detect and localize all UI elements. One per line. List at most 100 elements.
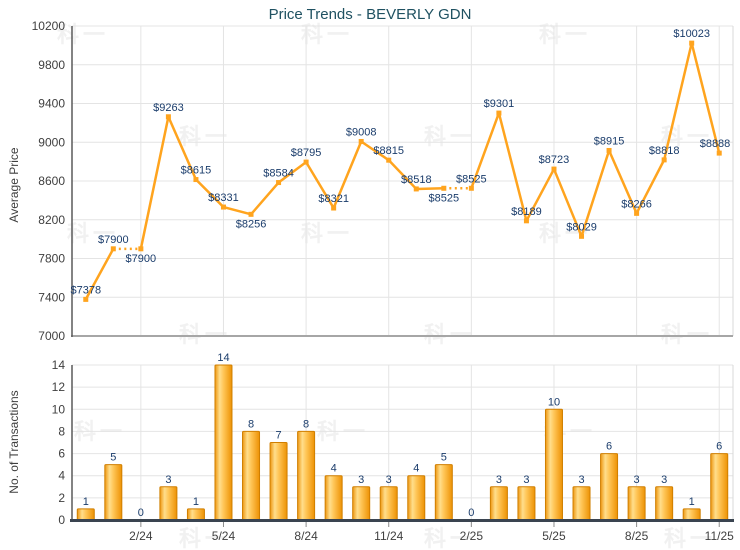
bar-value-label: 8 [248,418,254,430]
y-tick-label: 7000 [38,329,65,343]
transaction-bar [352,486,371,521]
price-line-chart: 7000 7400 7800 8200 8600 9000 9400 9800 10200 $73… [32,19,734,343]
bar-value-label: 8 [303,418,309,430]
price-point-label: $8525 [456,173,487,185]
data-point-marker [248,211,254,217]
bar-value-label: 4 [331,463,337,475]
transaction-bar [544,408,563,521]
price-point-label: $8189 [511,206,542,218]
bar-value-label: 0 [468,507,474,519]
price-line-segment [167,115,198,181]
price-line-segment [690,41,721,155]
watermark-text: 科一 [538,221,592,246]
transaction-bar [655,486,674,521]
x-tick-label: 11/25 [705,529,734,543]
x-tick-label: 5/25 [542,529,566,543]
transaction-bar [242,430,261,521]
x-tick-label: 5/24 [212,529,236,543]
y-tick-label: 12 [52,380,66,394]
y-tick-label: 8600 [38,174,65,188]
transaction-bar [434,464,453,521]
bar-value-label: 3 [165,474,171,486]
price-line-segment [525,167,556,223]
price-line-segment [607,149,638,215]
transaction-bar [104,464,123,521]
price-point-label: $8888 [700,138,731,150]
bar-value-label: 14 [217,352,229,364]
data-point-marker [386,157,392,163]
price-point-label: $8256 [236,218,267,230]
y-tick-label: 9800 [38,58,65,72]
x-tick-label: 8/25 [625,529,649,543]
transaction-bar [407,475,426,521]
price-line-segment [387,158,418,191]
price-line-segment [194,178,225,209]
price-line-segment [222,205,253,216]
price-line-segment [139,115,170,251]
price-point-label: $8029 [566,221,597,233]
price-point-label: $7900 [98,234,129,246]
bar-value-label: 5 [441,452,447,464]
data-point-marker [551,166,557,172]
data-point-marker [83,296,89,302]
y-tick-label: 8 [58,424,65,438]
transaction-bar [214,364,233,521]
bar-value-label: 3 [578,474,584,486]
price-point-label: $8815 [373,145,404,157]
bar-value-label: 1 [193,496,199,508]
bar-value-label: 4 [413,463,419,475]
data-point-marker [634,210,640,216]
y-tick-label: 9000 [38,135,65,149]
price-point-label: $8525 [429,192,460,204]
price-point-label: $8723 [539,154,570,166]
watermark-text: 科一 [178,124,232,149]
data-point-marker [193,177,199,183]
data-point-marker [165,114,171,120]
watermark-text: 科一 [423,526,477,550]
transaction-bar [379,486,398,521]
price-line-segment [415,187,446,191]
transaction-bar [682,508,701,521]
transactions-bar-chart: 0 2 4 6 8 10 12 14 1 5 0 3 1 14 8 7 8 4 3 3 4 5 0 3 3 10 3 6 3 3 1 6 2/2… [52,352,734,543]
data-point-marker [661,157,667,163]
bar-value-label: 5 [110,452,116,464]
transaction-bar [186,508,205,521]
transaction-bar [297,430,316,521]
data-point-marker [276,180,282,186]
price-line-segment [359,140,390,162]
y-tick-label: 7800 [38,252,65,266]
bar-value-label: 6 [606,441,612,453]
data-point-marker [579,233,585,239]
price-point-label: $8321 [318,193,349,205]
transaction-bar [627,486,646,521]
price-line-segment [580,149,611,238]
y-tick-label: 2 [58,491,65,505]
bar-value-label: 3 [634,474,640,486]
data-point-marker [358,138,364,144]
price-point-label: $7900 [126,253,157,265]
price-line-segment [635,158,666,215]
data-point-marker [441,185,447,191]
watermark-text: 科一 [178,526,232,550]
chart-title: Price Trends - BEVERLY GDN [268,6,472,23]
x-tick-label: 11/24 [374,529,403,543]
price-line-segment [497,111,528,223]
transaction-bar [489,486,508,521]
x-tick-label: 2/25 [460,529,484,543]
price-point-label: $8818 [649,145,680,157]
data-point-marker [496,110,502,116]
price-point-label: $8915 [594,135,625,147]
y-tick-label: 10200 [32,19,66,33]
bar-value-label: 7 [276,430,282,442]
bar-value-label: 3 [496,474,502,486]
price-point-label: $8795 [291,147,322,159]
y-tick-label: 7400 [38,290,65,304]
data-point-marker [468,185,474,191]
price-point-label: $9008 [346,126,377,138]
y-tick-label: 4 [58,469,65,483]
price-point-label: $7378 [70,284,101,296]
y-tick-label: 0 [58,513,65,527]
bar-value-label: 3 [386,474,392,486]
transaction-bar [600,453,619,521]
